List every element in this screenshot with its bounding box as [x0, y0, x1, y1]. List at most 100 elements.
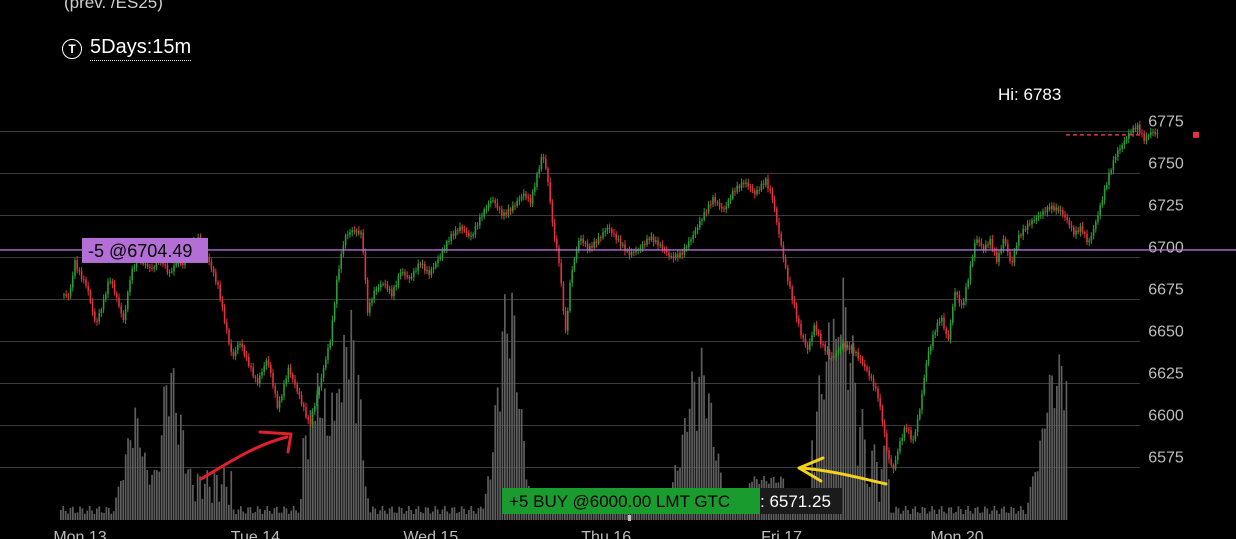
sell-order-badge[interactable] — [82, 237, 208, 263]
candle-body — [151, 267, 153, 269]
volume-bar — [784, 513, 787, 520]
volume-bar — [120, 480, 122, 520]
volume-bar — [427, 507, 429, 520]
candle-body — [690, 239, 692, 242]
y-tick-label: 6675 — [1148, 282, 1184, 299]
timeframe-selector[interactable]: T 5Days:15m — [62, 36, 192, 61]
volume-bar — [513, 315, 516, 520]
candle-body — [894, 459, 897, 469]
volume-bar — [592, 508, 595, 520]
candle-body — [1092, 228, 1095, 236]
candle-body — [221, 299, 224, 308]
candle-body — [507, 208, 510, 215]
candle-body — [864, 363, 866, 367]
candle-body — [861, 359, 864, 364]
candle-body — [996, 251, 998, 262]
volume-bar — [636, 511, 638, 520]
volume-bar — [693, 381, 696, 520]
volume-bar — [403, 513, 405, 520]
candle-body — [767, 178, 769, 189]
volume-bar — [321, 418, 324, 520]
volume-bar — [710, 402, 713, 520]
candle-body — [371, 299, 373, 303]
candle-body — [1128, 132, 1130, 139]
volume-bar — [182, 430, 185, 520]
candle-body — [144, 263, 147, 265]
volume-bar — [880, 469, 883, 520]
volume-bar — [146, 470, 149, 520]
candle-body — [903, 428, 906, 438]
volume-bar — [600, 512, 602, 520]
volume-bar — [684, 418, 686, 520]
candle-body — [692, 234, 694, 240]
volume-bar — [124, 454, 127, 520]
candle-body — [525, 193, 527, 198]
candle-body — [1007, 243, 1009, 253]
volume-bar — [945, 513, 948, 520]
candle-body — [294, 379, 296, 385]
candle-body — [215, 272, 217, 283]
volume-bar — [273, 508, 276, 520]
candle-body — [120, 306, 122, 314]
candle-body — [617, 239, 620, 241]
volume-bar — [494, 405, 497, 520]
candle-body — [736, 185, 738, 192]
buy-order-badge[interactable] — [502, 488, 760, 514]
volume-bar — [84, 513, 86, 520]
candle-body — [534, 186, 536, 192]
candle-body — [991, 239, 994, 250]
x-axis-label: Wed 15 — [403, 529, 458, 539]
candle-body — [703, 212, 705, 220]
candle-body — [386, 284, 389, 290]
last-price-marker — [1193, 131, 1199, 138]
volume-bar — [192, 485, 194, 520]
candle-body — [817, 331, 820, 335]
volume-bar — [561, 511, 564, 520]
candle-body — [597, 237, 600, 244]
volume-bar — [247, 507, 249, 520]
candle-body — [239, 343, 241, 345]
candle-body — [802, 335, 804, 339]
volume-bar — [907, 510, 909, 520]
candle-body — [641, 244, 644, 249]
high-label: Hi: 6783 — [998, 85, 1061, 104]
candle-body — [252, 367, 254, 377]
candle-body — [133, 267, 136, 269]
y-tick-label: 6750 — [1148, 156, 1184, 173]
volume-bar — [640, 509, 643, 520]
volume-bar — [1010, 506, 1013, 520]
candle-body — [833, 356, 835, 358]
sell-order-label[interactable]: -5 @6704.49 — [88, 241, 192, 261]
volume-bar — [424, 507, 427, 520]
candle-body — [712, 197, 714, 205]
volume-bar — [729, 509, 732, 520]
candle-body — [364, 252, 367, 280]
volume-bar — [362, 460, 365, 520]
candle-body — [399, 272, 402, 276]
volume-bar — [1044, 428, 1046, 520]
volume-bar — [252, 513, 254, 520]
candle-body — [604, 231, 606, 233]
volume-bar — [297, 512, 300, 520]
volume-bar — [393, 512, 396, 520]
y-tick-label: 6650 — [1148, 324, 1184, 341]
candle-body — [1000, 248, 1002, 253]
candle-body — [212, 268, 215, 273]
volume-bar — [844, 307, 847, 520]
candle-body — [547, 168, 549, 182]
candle-body — [540, 157, 543, 170]
candle-body — [848, 345, 851, 351]
buy-order-label[interactable]: +5 BUY @6000.00 LMT GTC — [509, 492, 730, 511]
candle-body — [1002, 238, 1005, 249]
timeframe-label[interactable]: 5Days:15m — [90, 36, 192, 61]
candle-body — [932, 334, 934, 347]
previous-contract-label: (prev. /ES25) — [64, 0, 163, 12]
candle-body — [558, 247, 560, 264]
candle-body — [916, 418, 919, 432]
candle-body — [261, 371, 263, 376]
candle-body — [439, 256, 441, 260]
candle-body — [644, 244, 646, 246]
candle-body — [426, 270, 428, 272]
candle-body — [1057, 207, 1060, 212]
